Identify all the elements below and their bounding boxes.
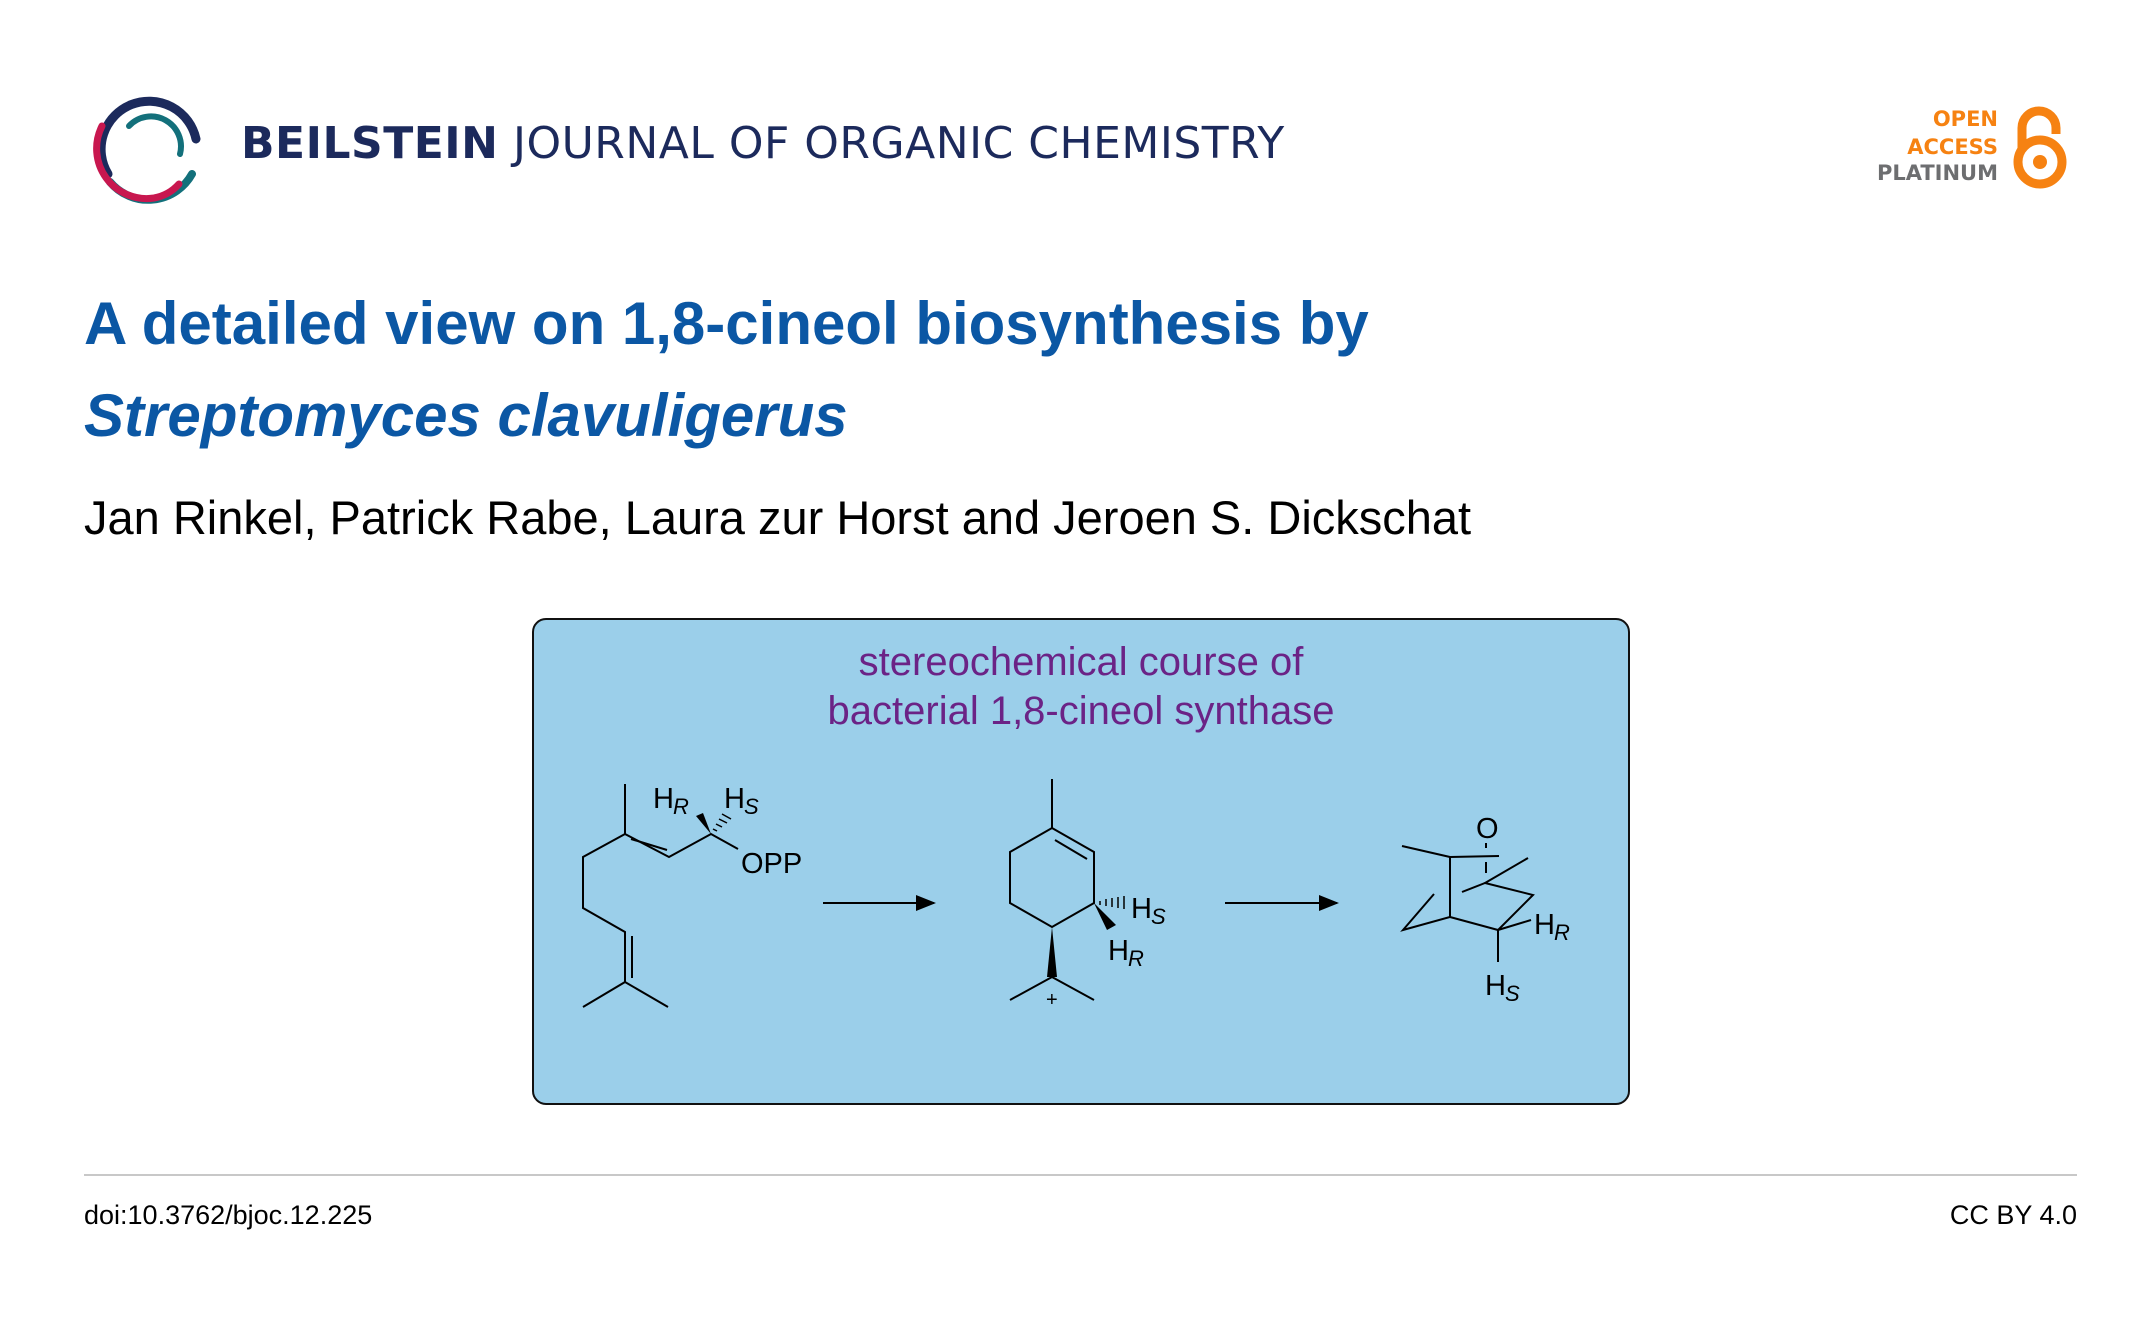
label-opp: OPP (741, 848, 802, 880)
label-r: R (1128, 946, 1144, 971)
molecule-terpinyl-cation (1009, 779, 1125, 1001)
ga-heading-2: bacterial 1,8-cineol synthase (827, 689, 1335, 733)
label-h: H (1131, 893, 1152, 925)
molecule-cineol (1400, 843, 1535, 962)
journal-name-bold: BEILSTEIN (241, 118, 499, 169)
title-line-1: A detailed view on 1,8-cineol biosynthes… (84, 290, 1369, 357)
molecule-gpp (582, 784, 739, 1008)
label-h: H (1485, 970, 1506, 1002)
oa-platinum: PLATINUM (1876, 161, 1998, 185)
label-r: R (673, 794, 689, 819)
journal-name: BEILSTEIN JOURNAL OF ORGANIC CHEMISTRY (241, 118, 1285, 169)
label-o: O (1476, 813, 1499, 845)
authors: Jan Rinkel, Patrick Rabe, Laura zur Hors… (84, 491, 1472, 544)
label-plus: + (1046, 989, 1058, 1011)
doi-link[interactable]: doi:10.3762/bjoc.12.225 (84, 1200, 373, 1230)
oa-access: ACCESS (1907, 135, 1998, 159)
label-s: S (1151, 904, 1166, 929)
journal-logo-icon (93, 96, 201, 204)
label-s: S (1505, 981, 1520, 1006)
label-r: R (1554, 920, 1570, 945)
oa-open: OPEN (1932, 107, 1998, 131)
open-access-lock-icon (2013, 106, 2067, 189)
label-h: H (653, 783, 674, 815)
license[interactable]: CC BY 4.0 (1949, 1200, 2077, 1230)
graphical-abstract: stereochemical course of bacterial 1,8-c… (532, 618, 1630, 1105)
label-h: H (1534, 909, 1555, 941)
label-s: S (744, 794, 759, 819)
footer-divider (84, 1174, 2077, 1176)
label-h: H (1108, 935, 1129, 967)
title-line-2: Streptomyces clavuligerus (84, 382, 848, 449)
label-h: H (724, 783, 745, 815)
article-title: A detailed view on 1,8-cineol biosynthes… (84, 278, 1369, 462)
ga-heading-1: stereochemical course of (858, 640, 1304, 684)
journal-name-rest: JOURNAL OF ORGANIC CHEMISTRY (512, 118, 1285, 169)
